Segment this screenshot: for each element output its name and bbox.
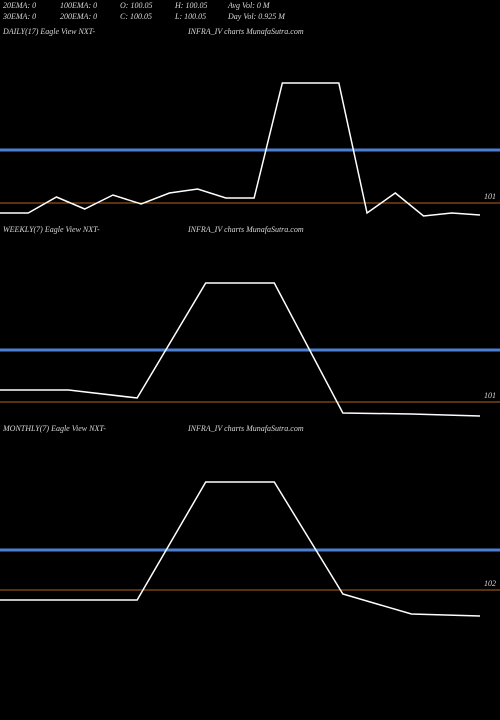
panel-subtitle: INFRA_IV charts MunafaSutra.com <box>187 27 304 36</box>
header-stat: 100EMA: 0 <box>60 1 97 10</box>
price-line <box>0 82 481 217</box>
header-stat: Avg Vol: 0 M <box>227 1 271 10</box>
header-stat: O: 100.05 <box>120 1 152 10</box>
price-line <box>0 282 481 417</box>
panel-subtitle: INFRA_IV charts MunafaSutra.com <box>187 225 304 234</box>
level-label: 102 <box>484 579 496 588</box>
header-stat: 30EMA: 0 <box>2 12 36 21</box>
header-stat: Day Vol: 0.925 M <box>227 12 286 21</box>
header-stat: C: 100.05 <box>120 12 152 21</box>
header-stat: 200EMA: 0 <box>60 12 97 21</box>
level-label: 101 <box>484 192 496 201</box>
header-stat: L: 100.05 <box>174 12 206 21</box>
price-line <box>0 481 481 617</box>
panel-title: WEEKLY(7) Eagle View NXT- <box>3 225 100 234</box>
panel-subtitle: INFRA_IV charts MunafaSutra.com <box>187 424 304 433</box>
level-label: 101 <box>484 391 496 400</box>
panel-title: DAILY(17) Eagle View NXT- <box>2 27 96 36</box>
panel-title: MONTHLY(7) Eagle View NXT- <box>2 424 106 433</box>
header-stat: H: 100.05 <box>174 1 207 10</box>
header-stat: 20EMA: 0 <box>3 1 36 10</box>
